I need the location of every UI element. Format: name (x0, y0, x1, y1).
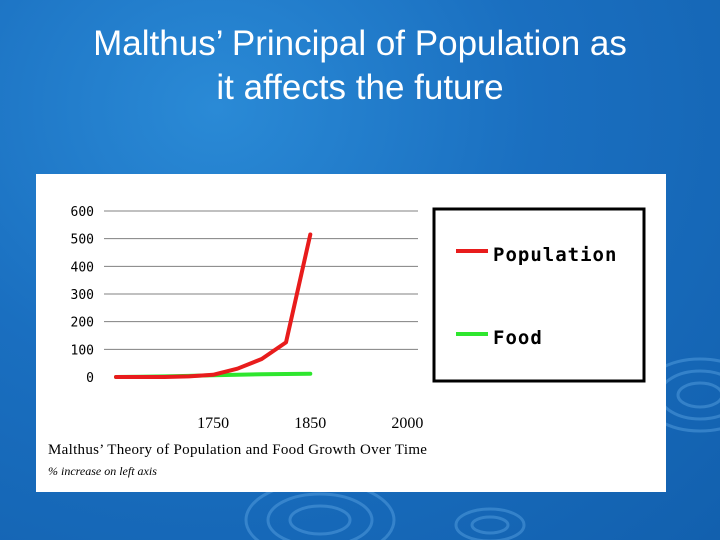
chart-series (114, 232, 313, 379)
chart-gridlines (104, 210, 418, 350)
series-line-population (114, 232, 313, 379)
legend-label-food: Food (493, 327, 543, 349)
x-tick-label: 2000 (391, 415, 423, 432)
x-tick-label: 1850 (294, 415, 326, 432)
y-tick-label: 600 (71, 205, 94, 220)
x-axis-ticks: 1750 1850 2000 (197, 415, 423, 432)
slide-title-line-1: Malthus’ Principal of Population as (93, 24, 627, 63)
chart-svg: 0 100 200 300 400 500 600 1750 1850 2000 Populat… (71, 205, 646, 432)
y-tick-label: 0 (86, 371, 94, 386)
y-tick-label: 400 (71, 260, 94, 275)
slide-title-line-2: it affects the future (216, 68, 504, 107)
y-tick-label: 300 (71, 288, 94, 303)
legend-label-population: Population (493, 244, 617, 266)
chart-note: % increase on left axis (48, 464, 157, 478)
x-tick-label: 1750 (197, 415, 229, 432)
legend-box (432, 207, 646, 383)
chart-panel: 0 100 200 300 400 500 600 1750 1850 2000 Populat… (36, 174, 666, 492)
chart-caption: Malthus’ Theory of Population and Food G… (48, 442, 428, 458)
y-axis-ticks: 0 100 200 300 400 500 600 (71, 205, 94, 386)
chart-legend: Population Food (432, 207, 646, 383)
y-tick-label: 200 (71, 316, 94, 331)
slide-title: Malthus’ Principal of Population as it a… (20, 22, 700, 110)
y-tick-label: 100 (71, 343, 94, 358)
y-tick-label: 500 (71, 233, 94, 248)
